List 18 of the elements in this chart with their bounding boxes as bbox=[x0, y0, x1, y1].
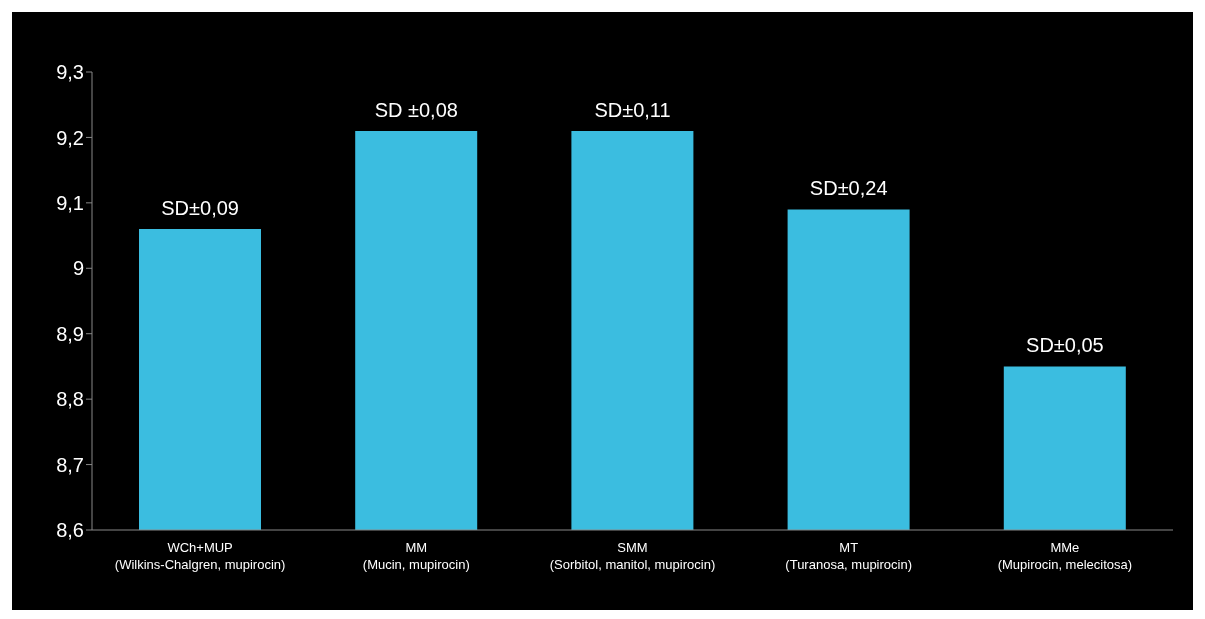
y-tick-label: 9 bbox=[72, 257, 84, 280]
y-tick-label: 9,3 bbox=[56, 61, 84, 84]
x-tick-label: MMe (Mupirocin, melecitosa) bbox=[997, 540, 1133, 572]
annotation: SD±0,09 bbox=[161, 197, 239, 220]
x-tick-label: WCh+MUP (Wilkins-Chalgren, mupirocin) bbox=[114, 540, 286, 572]
y-tick-label: 8,8 bbox=[56, 388, 84, 411]
x-tick-label: MM (Mucin, mupirocin) bbox=[362, 540, 470, 572]
x-tick-label: MT (Turanosa, mupirocin) bbox=[785, 540, 913, 572]
y-tick-label: 9,1 bbox=[56, 191, 84, 214]
y-tick-label: 9,2 bbox=[56, 126, 84, 149]
y-tick-label: 8,9 bbox=[56, 322, 84, 345]
x-tick-label: SMM (Sorbitol, manitol, mupirocin) bbox=[549, 540, 716, 572]
y-tick-label: 8,7 bbox=[56, 453, 84, 476]
y-tick-label: 8,6 bbox=[56, 519, 84, 542]
annotation: SD±0,11 bbox=[594, 98, 671, 121]
annotation: SD±0,24 bbox=[809, 177, 888, 200]
annotation: SD±0,05 bbox=[1026, 334, 1104, 357]
annotation: SD ±0,08 bbox=[374, 98, 458, 121]
